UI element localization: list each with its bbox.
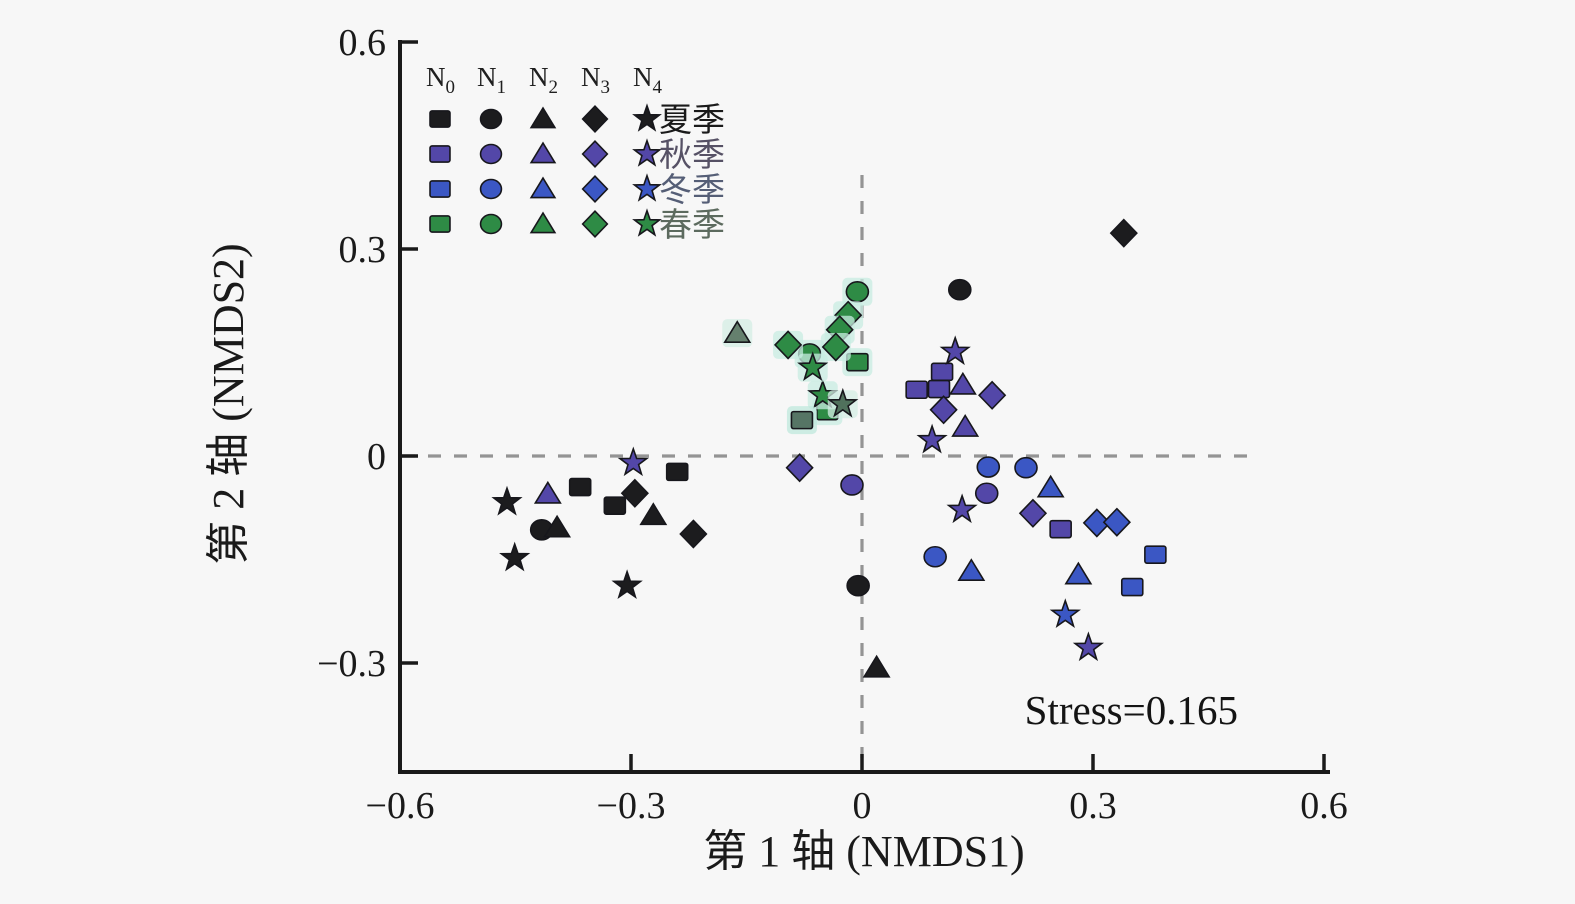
data-point-N4-star <box>617 446 649 477</box>
data-point-N0-square <box>905 380 928 400</box>
legend-marker-triangle <box>529 141 557 164</box>
data-point-N3-diamond <box>1018 498 1048 528</box>
data-point-N3-diamond <box>978 380 1007 410</box>
data-point-N1-circle <box>947 278 972 301</box>
data-point-N1-circle <box>923 545 947 568</box>
legend-marker-star <box>632 138 662 167</box>
legend-col-header: N0 <box>426 62 455 98</box>
x-tick-label: −0.3 <box>597 785 666 827</box>
legend-season-label: 冬季 <box>659 172 725 209</box>
legend-col-header: N2 <box>529 62 558 98</box>
data-point-N1-circle <box>840 474 864 496</box>
data-point-N1-circle <box>845 280 870 303</box>
legend-marker-square <box>429 180 451 198</box>
data-point-N1-circle <box>846 574 870 597</box>
data-point-N3-diamond <box>929 395 958 425</box>
x-tick-label: −0.6 <box>366 785 435 827</box>
y-axis-title: 第 2 轴 (NMDS2) <box>204 243 253 564</box>
data-point-N2-triangle <box>723 320 752 343</box>
data-point-N2-triangle <box>862 654 891 678</box>
y-tick-label: −0.3 <box>317 643 386 685</box>
data-point-N4-star <box>946 493 978 524</box>
data-point-N0-square <box>846 352 869 372</box>
data-point-N0-square <box>927 379 951 399</box>
data-point-N4-star <box>1049 598 1081 628</box>
legend-marker-star <box>632 208 662 237</box>
data-point-N4-star <box>611 569 643 599</box>
data-point-N4-star <box>1072 631 1105 662</box>
data-point-N4-star <box>499 541 531 572</box>
data-point-N3-diamond <box>1102 507 1131 537</box>
data-point-N2-triangle <box>951 413 980 437</box>
legend-marker-triangle <box>529 106 557 129</box>
data-point-N3-diamond <box>679 519 708 549</box>
data-point-N3-diamond <box>1082 508 1111 538</box>
legend-season-label: 春季 <box>659 207 725 244</box>
y-tick-label: 0.3 <box>339 229 387 271</box>
data-point-N0-square <box>790 410 814 430</box>
data-point-N1-circle <box>1014 456 1038 479</box>
data-point-N2-triangle <box>639 502 668 526</box>
legend-marker-square <box>429 110 451 128</box>
y-tick-label: 0 <box>367 436 386 478</box>
data-point-N4-star <box>491 485 523 516</box>
stress-annotation: Stress=0.165 <box>1025 687 1238 733</box>
data-point-N0-square <box>930 362 954 382</box>
data-point-N2-triangle <box>1064 561 1093 585</box>
legend-col-header: N4 <box>633 62 663 98</box>
legend-marker-diamond <box>581 210 609 238</box>
x-tick-label: 0 <box>853 785 872 827</box>
data-point-N0-square <box>665 462 689 482</box>
legend-marker-diamond <box>581 105 609 133</box>
data-point-N3-diamond <box>785 453 814 483</box>
data-point-N2-triangle <box>543 514 572 538</box>
data-point-N0-square <box>603 496 627 515</box>
data-point-N0-square <box>1120 577 1144 597</box>
data-point-N1-circle <box>976 456 1001 478</box>
legend-marker-square <box>429 215 451 233</box>
data-point-N3-diamond <box>773 330 803 360</box>
data-point-N0-square <box>1049 519 1072 539</box>
legend-marker-circle <box>479 108 503 130</box>
plot-underlay: 0.6 0.3 0 −0.3 −0.6 −0.3 0 0.3 0.6 <box>317 22 1348 827</box>
legend-season-label: 夏季 <box>659 102 725 139</box>
legend-season-label: 秋季 <box>659 137 725 174</box>
x-tick-label: 0.6 <box>1300 785 1348 827</box>
data-point-N2-triangle <box>957 558 986 582</box>
legend-marker-star <box>632 173 662 202</box>
legend-marker-star <box>632 103 662 132</box>
legend-marker-circle <box>479 143 503 165</box>
data-point-N2-triangle <box>1036 474 1065 498</box>
data-point-N2-triangle <box>533 480 562 504</box>
data-point-N1-circle <box>974 482 999 505</box>
data-point-N4-star <box>797 351 829 381</box>
data-point-N3-diamond <box>1109 218 1138 248</box>
legend-marker-circle <box>479 213 503 235</box>
data-point-N3-diamond <box>620 478 649 508</box>
data-point-N0-square <box>568 477 592 497</box>
x-tick-label: 0.3 <box>1069 785 1117 827</box>
legend-marker-square <box>429 145 451 163</box>
data-point-N0-square <box>1144 545 1167 564</box>
legend-marker-circle <box>479 178 503 200</box>
y-tick-label: 0.6 <box>339 22 387 64</box>
legend-marker-diamond <box>581 175 609 203</box>
legend-marker-triangle <box>529 211 557 234</box>
data-point-N4-star <box>916 423 948 454</box>
data-point-N4-star <box>939 335 971 366</box>
data-point-N4-star <box>827 387 859 418</box>
legend-col-header: N1 <box>477 62 506 98</box>
data-point-N3-diamond <box>821 332 850 362</box>
legend-marker-triangle <box>529 176 557 199</box>
legend-marker-diamond <box>581 140 609 168</box>
x-axis-title: 第 1 轴 (NMDS1) <box>703 827 1024 876</box>
legend-col-header: N3 <box>581 62 610 98</box>
data-point-N2-triangle <box>948 371 977 395</box>
